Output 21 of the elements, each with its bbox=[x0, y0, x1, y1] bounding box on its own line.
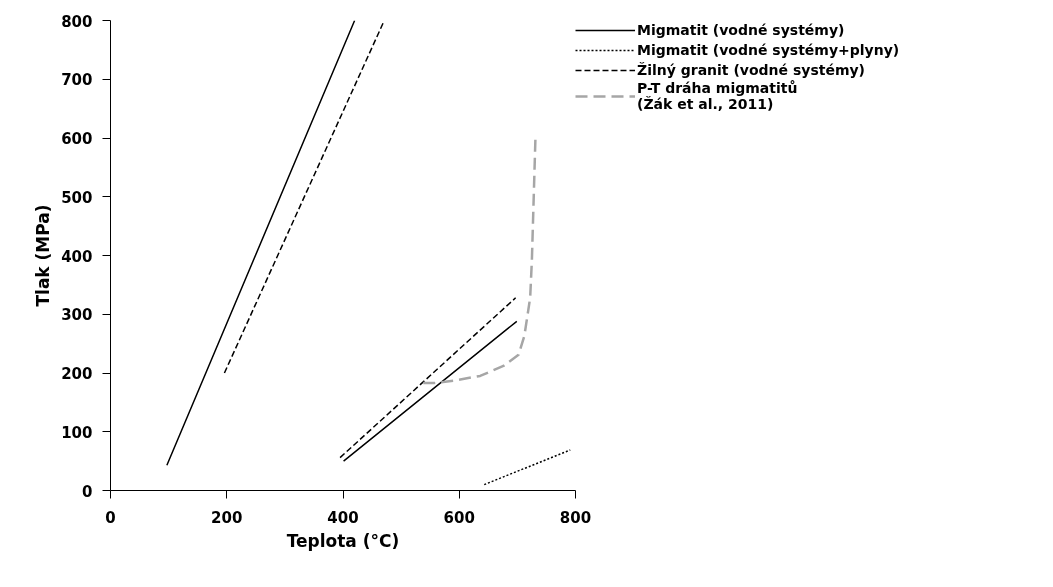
x-tick-label: 0 bbox=[105, 508, 116, 527]
y-tick-label: 500 bbox=[61, 188, 93, 207]
y-axis-title: Tlak (MPa) bbox=[33, 204, 54, 307]
y-tick-label: 800 bbox=[61, 12, 93, 31]
x-tick-label: 200 bbox=[211, 508, 243, 527]
x-axis-title: Teplota (°C) bbox=[286, 530, 400, 551]
x-tick-label: 400 bbox=[327, 508, 359, 527]
y-tick-label: 400 bbox=[61, 247, 93, 266]
y-tick-label: 600 bbox=[61, 130, 93, 148]
y-tick-label: 100 bbox=[61, 423, 93, 442]
y-tick-label: 300 bbox=[61, 306, 93, 325]
y-tick-label: 700 bbox=[61, 71, 93, 90]
legend-label: Žilný granit (vodné systémy) bbox=[637, 62, 866, 78]
y-tick-label: 200 bbox=[61, 365, 93, 383]
legend-label: P-T dráha migmatitů (Žák et al., 2011) bbox=[637, 80, 798, 112]
y-tick-label: 0 bbox=[82, 482, 93, 501]
legend-label: Migmatit (vodné systémy) bbox=[637, 22, 845, 38]
x-tick-label: 600 bbox=[443, 508, 475, 527]
x-tick-label: 800 bbox=[559, 508, 592, 527]
line-series bbox=[421, 138, 537, 385]
legend-label: Migmatit (vodné systémy+plyny) bbox=[637, 42, 900, 58]
